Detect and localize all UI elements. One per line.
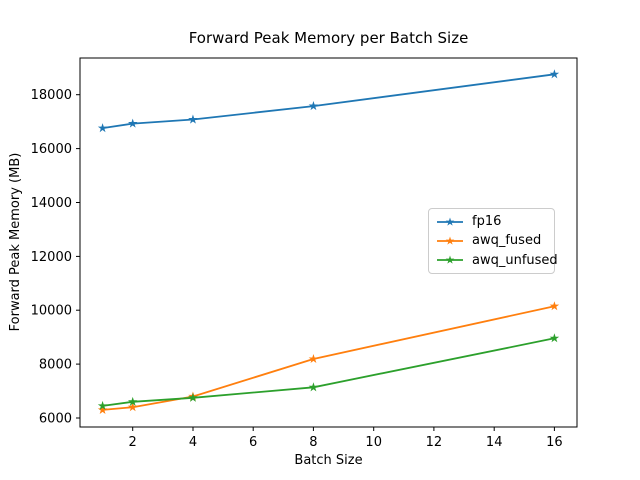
x-tick-label: 6 <box>249 435 257 450</box>
line-star-swatch-icon <box>437 217 463 226</box>
x-tick-label: 8 <box>309 435 317 450</box>
legend-item-awq-unfused: awq_unfused <box>436 251 558 269</box>
data-point-marker-fp16 <box>549 69 560 79</box>
data-point-marker-fp16 <box>97 123 108 133</box>
legend-label: awq_unfused <box>472 252 558 268</box>
y-tick-label: 16000 <box>31 142 72 157</box>
x-tick-label: 4 <box>189 435 197 450</box>
data-point-marker-awq_fused <box>308 354 319 364</box>
chart-title: Forward Peak Memory per Batch Size <box>188 29 469 47</box>
series-line-awq_fused <box>101 305 556 411</box>
data-point-marker-awq_unfused <box>308 382 319 392</box>
data-point-marker-awq_unfused <box>549 333 560 343</box>
data-point-marker-awq_unfused <box>97 400 108 410</box>
y-tick-label: 10000 <box>31 304 72 319</box>
data-point-marker-awq_unfused <box>188 392 198 402</box>
legend-label: awq_fused <box>472 233 542 249</box>
y-tick-label: 6000 <box>39 412 72 427</box>
axes-frame <box>79 57 578 428</box>
legend-item-awq-fused: awq_fused <box>436 232 554 250</box>
data-point-marker-fp16 <box>127 118 138 128</box>
y-tick-label: 8000 <box>39 358 72 373</box>
x-tick-label: 10 <box>365 435 382 450</box>
x-tick-label: 14 <box>486 435 503 450</box>
x-axis-label: Batch Size <box>294 453 363 468</box>
data-point-marker-awq_unfused <box>127 396 138 406</box>
x-tick-label: 16 <box>546 435 563 450</box>
series-line-fp16 <box>101 73 556 130</box>
x-tick-label: 12 <box>426 435 443 450</box>
y-tick-label: 18000 <box>31 88 72 103</box>
series-line-awq_unfused <box>101 337 556 407</box>
data-point-marker-awq_fused <box>549 301 560 311</box>
legend: fp16 awq_fused awq_unfused <box>428 208 558 274</box>
line-star-swatch-icon <box>437 236 463 245</box>
y-tick-label: 14000 <box>31 196 72 211</box>
y-tick-label: 12000 <box>31 250 72 265</box>
legend-label: fp16 <box>472 214 502 230</box>
data-point-marker-awq_fused <box>127 402 138 412</box>
data-point-marker-fp16 <box>308 101 319 111</box>
legend-item-fp16: fp16 <box>436 213 554 231</box>
data-point-marker-awq_fused <box>97 404 108 414</box>
x-tick-label: 2 <box>129 435 137 450</box>
data-point-marker-fp16 <box>188 114 198 124</box>
line-star-swatch-icon <box>437 255 463 264</box>
